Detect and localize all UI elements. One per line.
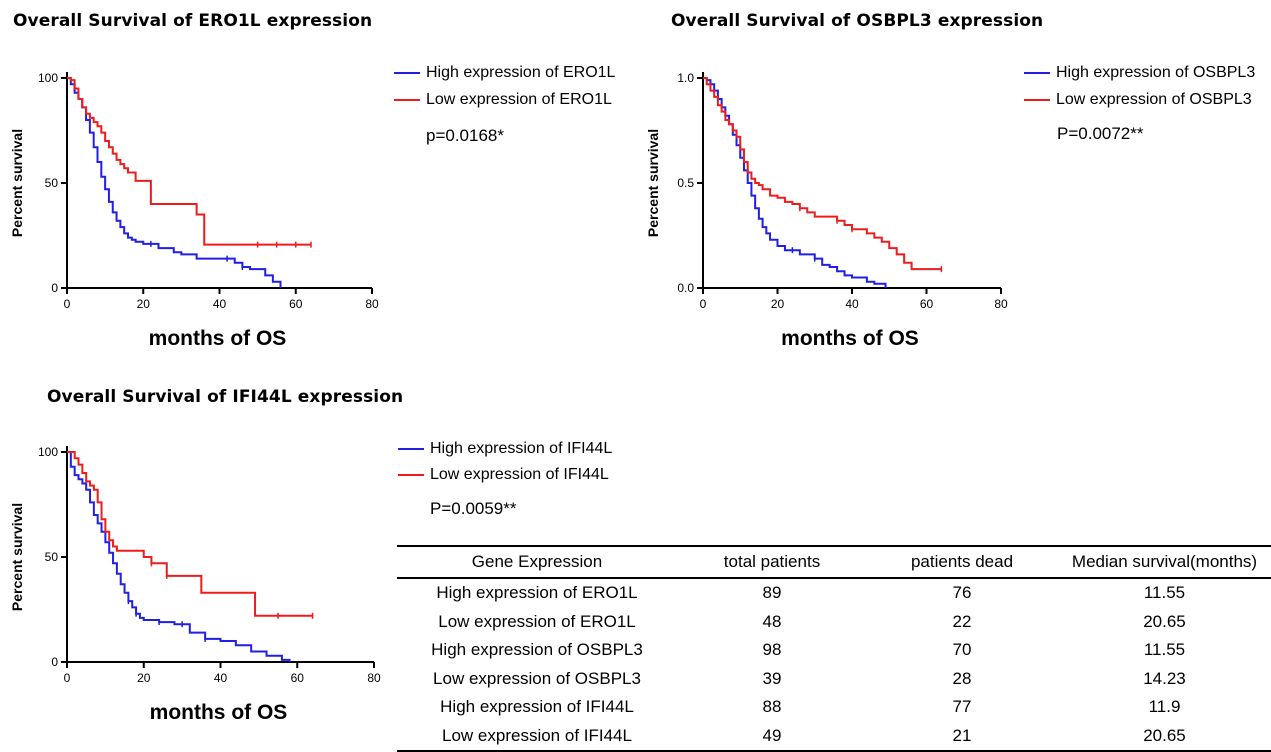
table-cell: 22 [952, 611, 972, 631]
table-cell: Low expression of OSBPL3 [433, 668, 641, 688]
table-row: High expression of OSBPL3 98 70 11.55 [397, 636, 1271, 665]
table-cell: 49 [677, 721, 867, 752]
x-tick-label: 0 [64, 297, 71, 311]
table-cell: 89 [762, 583, 782, 603]
y-tick-label: 0 [51, 281, 58, 295]
x-tick-label: 40 [214, 671, 228, 685]
table-cell: 48 [762, 611, 782, 631]
legend-swatch-low [394, 99, 420, 101]
y-tick-label: 0.5 [677, 176, 694, 190]
table-cell: 70 [952, 640, 972, 660]
series-line-high [703, 77, 887, 288]
y-tick-label: 50 [45, 176, 59, 190]
legend-label-low: Low expression of OSBPL3 [1056, 91, 1252, 108]
column-header: total patients [677, 545, 867, 579]
table-cell: Low expression of ERO1L [438, 611, 636, 631]
table-header-row: Gene Expression total patients patients … [397, 545, 1271, 579]
table-row: Low expression of IFI44L 49 21 20.65 [397, 721, 1271, 752]
legend-label-high: High expression of ERO1L [426, 64, 616, 81]
p-value-ifi44l: P=0.0059** [430, 499, 517, 518]
y-tick-label: 0 [51, 655, 58, 669]
table-cell: 76 [952, 583, 972, 603]
series-line-low [67, 451, 313, 617]
x-tick-label: 60 [289, 297, 303, 311]
legend-label-high: High expression of OSBPL3 [1056, 64, 1256, 81]
y-axis-label: Percent survival [9, 129, 25, 237]
x-tick-label: 60 [920, 297, 934, 311]
column-header: patients dead [867, 545, 1057, 579]
table-cell: 11.9 [1148, 697, 1181, 717]
x-tick-label: 40 [213, 297, 227, 311]
x-axis-label: months of OS [149, 327, 287, 350]
legend-item-low-ifi44l: Low expression of IFI44L [398, 466, 609, 484]
table-cell: 88 [762, 697, 782, 717]
table-cell: High expression of ERO1L [436, 583, 638, 603]
y-axis-label: Percent survival [9, 503, 25, 611]
x-tick-label: 80 [365, 297, 379, 311]
legend-swatch-low [398, 474, 424, 476]
table-cell: 21 [867, 721, 1057, 752]
table-cell: Low expression of IFI44L [397, 721, 677, 752]
table-cell: 98 [762, 640, 782, 660]
legend-swatch-high [398, 448, 424, 450]
table-cell: 11.55 [1143, 583, 1186, 603]
y-tick-label: 100 [38, 71, 58, 85]
column-header: Median survival(months) [1057, 545, 1271, 579]
legend-item-high-ifi44l: High expression of IFI44L [398, 440, 612, 458]
x-tick-label: 0 [700, 297, 707, 311]
y-axis-label: Percent survival [645, 129, 661, 237]
table-row: Low expression of ERO1L 48 22 20.65 [397, 608, 1271, 637]
legend-swatch-low [1024, 99, 1050, 101]
table-cell: High expression of OSBPL3 [431, 640, 643, 660]
x-tick-label: 80 [367, 671, 381, 685]
table-cell: 28 [952, 668, 972, 688]
x-tick-label: 40 [845, 297, 859, 311]
x-tick-label: 20 [137, 671, 151, 685]
x-tick-label: 20 [771, 297, 785, 311]
x-tick-label: 60 [291, 671, 305, 685]
table-cell: High expression of IFI44L [440, 697, 634, 717]
legend-label-low: Low expression of ERO1L [426, 91, 612, 108]
series-line-low [703, 77, 942, 271]
legend-item-low-osbpl3: Low expression of OSBPL3 [1024, 91, 1252, 109]
table-cell: 20.65 [1143, 611, 1186, 631]
table-row: Low expression of OSBPL3 39 28 14.23 [397, 665, 1271, 694]
survival-summary-table: Gene Expression total patients patients … [397, 545, 1271, 752]
chart-title-ifi44l: Overall Survival of IFI44L expression [47, 387, 404, 407]
p-value-osbpl3: P=0.0072** [1057, 124, 1144, 143]
x-tick-label: 0 [64, 671, 71, 685]
p-value-ero1l: p=0.0168* [426, 126, 504, 145]
legend-item-low-ero1l: Low expression of ERO1L [394, 91, 612, 109]
legend-item-high-ero1l: High expression of ERO1L [394, 64, 615, 82]
chart-title-osbpl3: Overall Survival of OSBPL3 expression [671, 11, 1044, 31]
series-line-high [67, 77, 282, 288]
table-cell: 77 [952, 697, 972, 717]
x-axis-label: months of OS [150, 701, 288, 724]
table-row: High expression of ERO1L 89 76 11.55 [397, 578, 1271, 608]
legend-item-high-osbpl3: High expression of OSBPL3 [1024, 64, 1255, 82]
y-tick-label: 100 [38, 445, 58, 459]
legend-swatch-high [1024, 72, 1050, 74]
legend-swatch-high [394, 72, 420, 74]
legend-label-high: High expression of IFI44L [430, 440, 613, 457]
y-tick-label: 0.0 [677, 281, 694, 295]
x-tick-label: 80 [994, 297, 1008, 311]
column-header: Gene Expression [397, 545, 677, 579]
x-tick-label: 20 [137, 297, 151, 311]
table-row: High expression of IFI44L 88 77 11.9 [397, 693, 1271, 722]
series-line-low [67, 77, 311, 246]
table-cell: 20.65 [1057, 721, 1271, 752]
legend-label-low: Low expression of IFI44L [430, 466, 609, 483]
x-axis-label: months of OS [781, 327, 919, 350]
series-line-high [67, 451, 291, 662]
table-cell: 11.55 [1143, 640, 1186, 660]
y-tick-label: 50 [45, 550, 59, 564]
chart-title-ero1l: Overall Survival of ERO1L expression [13, 11, 373, 31]
table-cell: 14.23 [1143, 668, 1186, 688]
table-cell: 39 [762, 668, 782, 688]
y-tick-label: 1.0 [677, 71, 694, 85]
